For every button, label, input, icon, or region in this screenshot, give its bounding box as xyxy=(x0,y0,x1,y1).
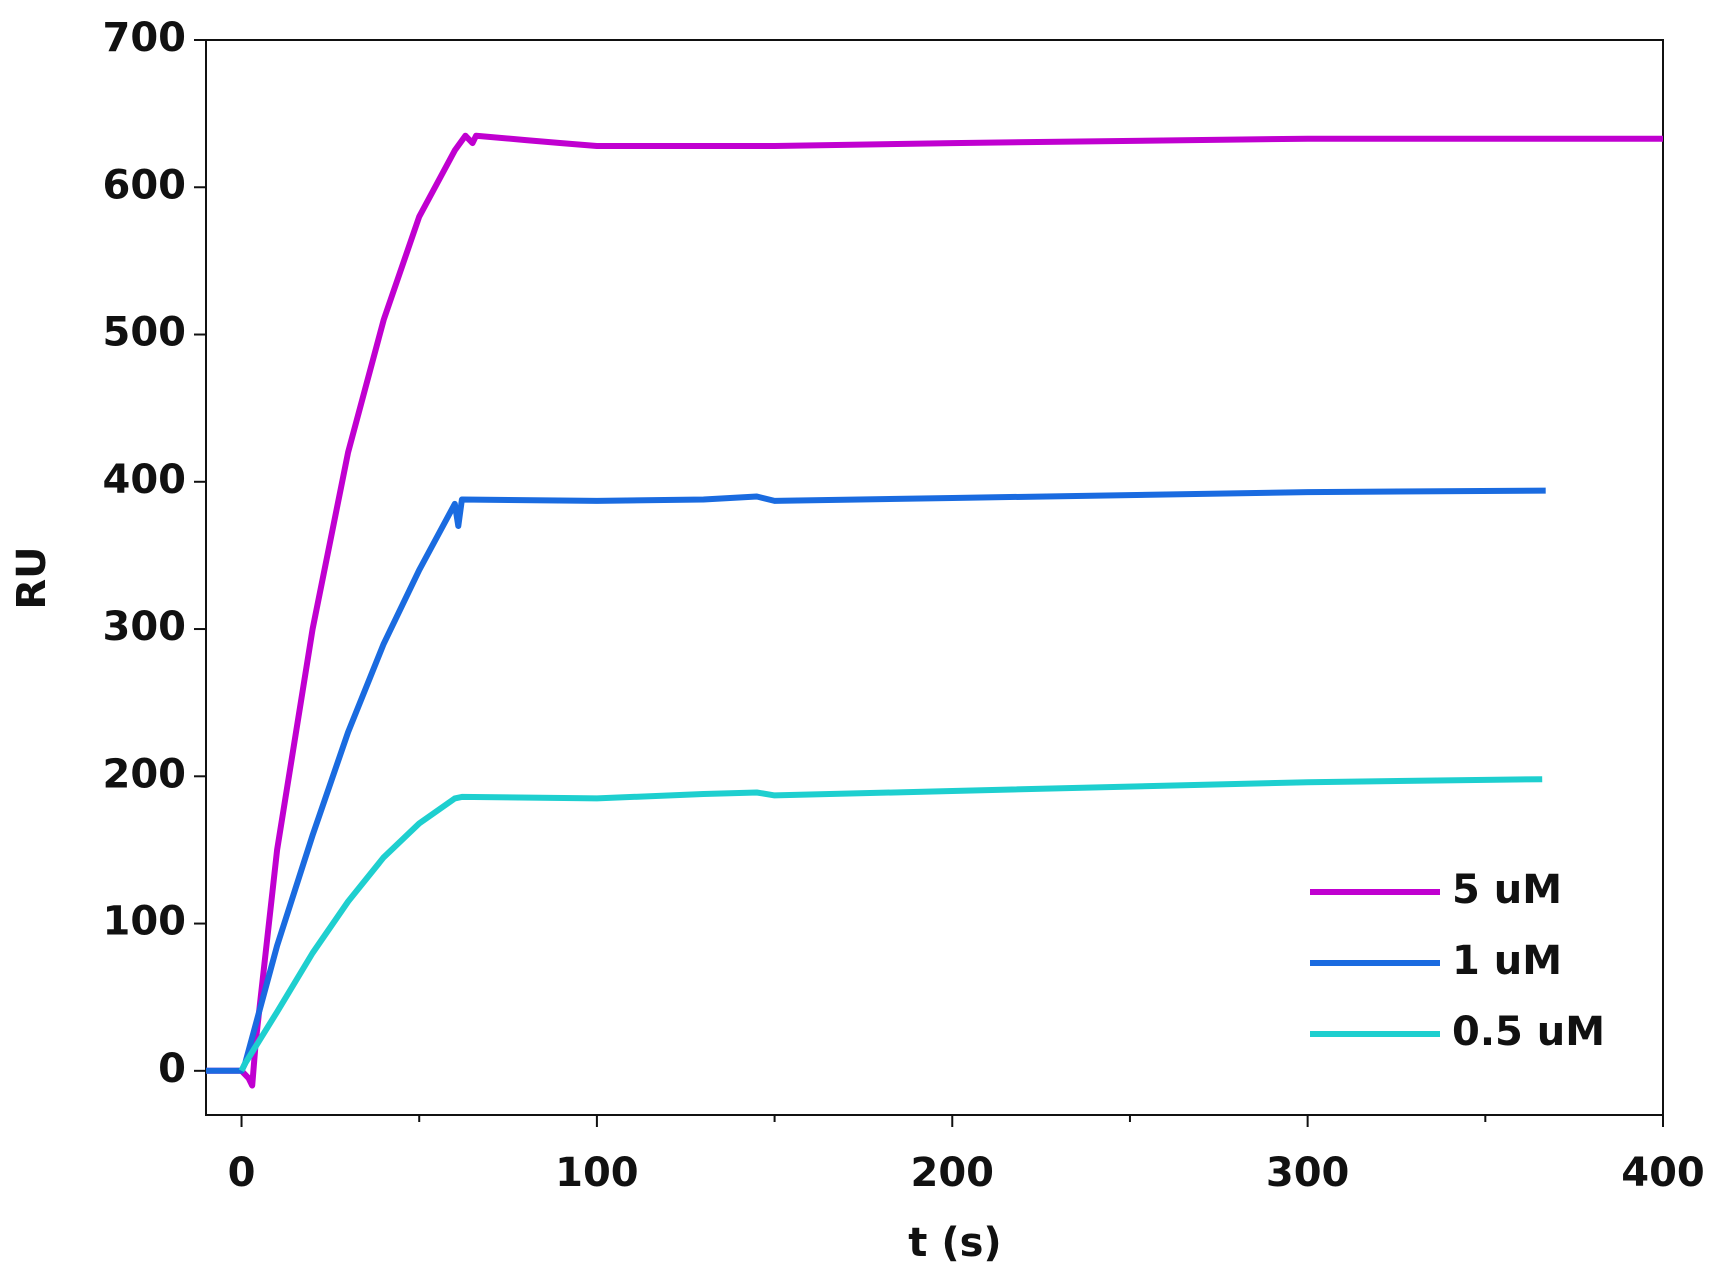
y-tick-label: 500 xyxy=(103,310,187,356)
x-tick-label: 200 xyxy=(911,1150,995,1196)
y-tick-label: 100 xyxy=(103,899,187,945)
y-tick-label: 300 xyxy=(103,604,187,650)
series-line xyxy=(206,132,1663,1089)
y-axis-label: RU xyxy=(9,546,55,609)
legend-label: 5 uM xyxy=(1452,867,1562,913)
y-tick-label: 600 xyxy=(103,162,187,208)
x-tick-label: 300 xyxy=(1266,1150,1350,1196)
y-tick-label: 700 xyxy=(103,15,187,61)
series-line xyxy=(238,776,1543,1073)
x-tick-label: 400 xyxy=(1621,1150,1705,1196)
y-tick-label: 200 xyxy=(103,751,187,797)
plot-frame xyxy=(205,39,1664,1116)
x-tick-label: 0 xyxy=(228,1150,256,1196)
x-tick-label: 100 xyxy=(555,1150,639,1196)
legend-label: 1 uM xyxy=(1452,938,1562,984)
y-tick-label: 400 xyxy=(103,457,187,503)
y-tick-label: 0 xyxy=(158,1046,186,1092)
series-line xyxy=(206,487,1546,1074)
x-axis-label: t (s) xyxy=(908,1220,1001,1266)
legend-label: 0.5 uM xyxy=(1452,1009,1605,1055)
